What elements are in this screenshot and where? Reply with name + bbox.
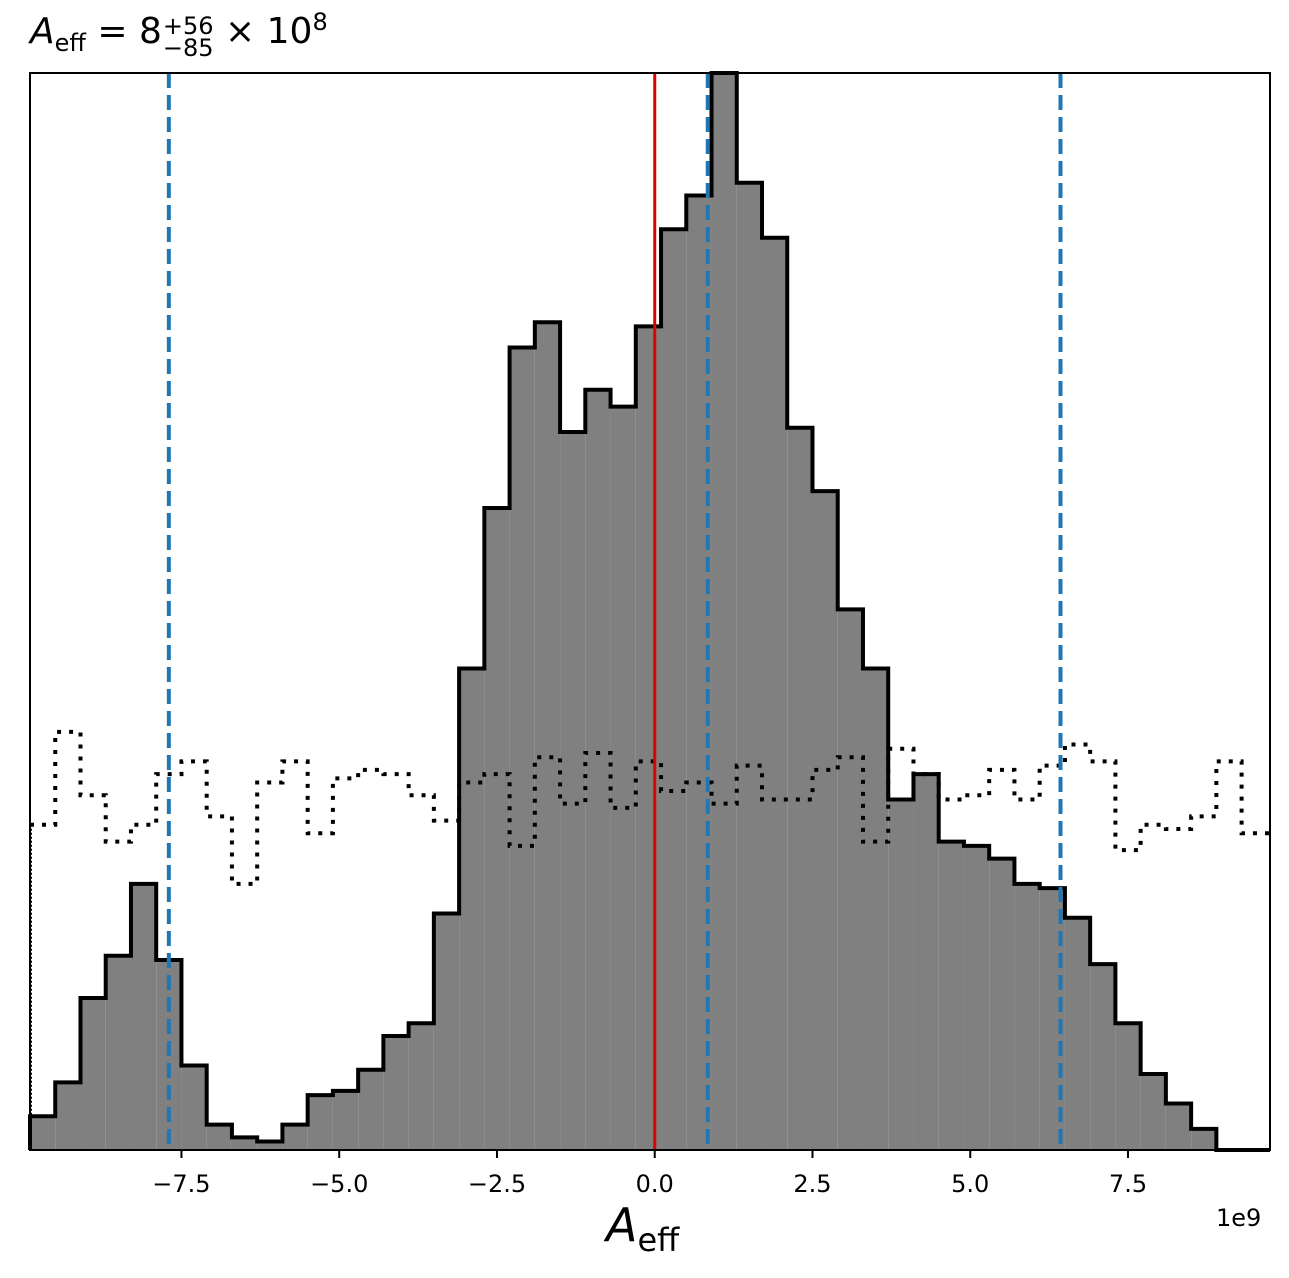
histogram-bar xyxy=(105,955,131,1150)
histogram-bar xyxy=(963,845,990,1150)
histogram-bar xyxy=(55,1082,81,1150)
histogram-bar xyxy=(1115,1023,1141,1150)
histogram-bar xyxy=(989,858,1015,1150)
histogram-bar xyxy=(736,182,763,1150)
histogram-bar xyxy=(635,326,662,1151)
histogram-bar xyxy=(610,406,636,1150)
histogram-bar xyxy=(812,491,838,1151)
x-axis-ticks: −7.5 −5.0 −2.5 0.0 2.5 5.0 7.5 xyxy=(152,1150,1147,1198)
posterior-histogram xyxy=(28,71,1270,1152)
histogram-bar xyxy=(1140,1073,1166,1150)
histogram-bar xyxy=(938,841,964,1150)
histogram-bar xyxy=(585,389,611,1150)
histogram-bar xyxy=(80,997,106,1150)
histogram-bar xyxy=(1064,917,1091,1150)
x-tick-label: 7.5 xyxy=(1109,1170,1147,1198)
title-variable: A xyxy=(30,11,55,52)
histogram-bar xyxy=(888,799,914,1150)
x-axis-label-subscript: eff xyxy=(637,1221,680,1259)
x-axis-offset-label: 1e9 xyxy=(1216,1204,1262,1232)
histogram-bar xyxy=(787,427,813,1150)
title-error-stack: +56 −85 xyxy=(162,12,214,62)
histogram-bar xyxy=(1014,883,1040,1150)
title-times: × 10 xyxy=(213,11,313,52)
x-tick-label: −7.5 xyxy=(152,1170,210,1198)
histogram-bar xyxy=(509,347,535,1150)
histogram-bar xyxy=(332,1090,359,1150)
histogram-bar xyxy=(181,1065,207,1150)
histogram-bar xyxy=(1165,1103,1192,1150)
x-tick-label: 0.0 xyxy=(636,1170,674,1198)
title-variable-subscript: eff xyxy=(54,29,86,58)
x-axis-label: Aeff xyxy=(606,1198,679,1259)
chart-title: Aeff = 8 +56 −85 × 108 xyxy=(30,8,328,62)
histogram-bar xyxy=(484,508,510,1150)
histogram-bar xyxy=(661,229,687,1151)
x-tick-label: −2.5 xyxy=(468,1170,526,1198)
histogram-bar xyxy=(206,1124,232,1150)
histogram-bar xyxy=(762,237,788,1150)
histogram-bar xyxy=(358,1069,384,1150)
histogram-bar xyxy=(1191,1128,1217,1150)
histogram-bar xyxy=(534,322,561,1150)
histogram-bar xyxy=(30,1116,56,1150)
histogram-bar xyxy=(711,73,737,1150)
posterior-outline xyxy=(28,71,1270,1152)
vertical-lines xyxy=(166,73,1063,1150)
histogram-bar xyxy=(282,1124,308,1150)
x-tick-label: 5.0 xyxy=(951,1170,989,1198)
histogram-bar xyxy=(862,668,889,1150)
histogram-bar xyxy=(459,668,485,1150)
axes-frame xyxy=(29,72,1271,1151)
x-axis-label-variable: A xyxy=(606,1198,638,1252)
histogram-bar xyxy=(231,1137,258,1150)
histogram-bar xyxy=(433,913,460,1150)
title-upper-error: +56 xyxy=(162,12,214,40)
title-equals: = 8 xyxy=(85,11,162,52)
histogram-bar xyxy=(913,774,939,1150)
histogram-bar xyxy=(1090,964,1116,1150)
histogram-bar xyxy=(307,1095,333,1150)
x-tick-label: −5.0 xyxy=(310,1170,368,1198)
title-exponent: 8 xyxy=(312,8,328,36)
title-lower-error: −85 xyxy=(162,34,214,62)
histogram-bar xyxy=(837,609,863,1150)
x-tick-label: 2.5 xyxy=(793,1170,831,1198)
histogram-bar xyxy=(560,432,586,1150)
histogram-bar xyxy=(408,1023,434,1150)
histogram-bar xyxy=(130,883,157,1150)
histogram-bar xyxy=(383,1035,409,1150)
histogram-bar xyxy=(257,1141,283,1150)
